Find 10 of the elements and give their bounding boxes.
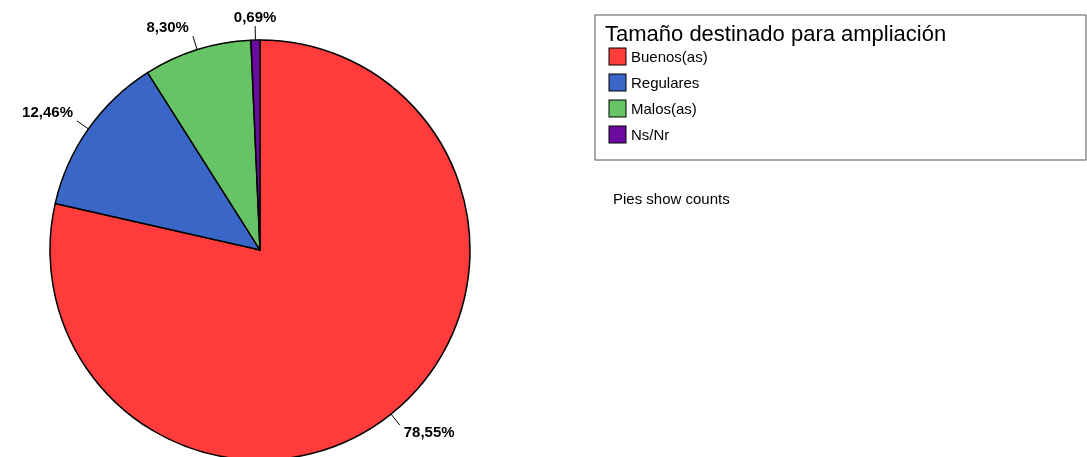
legend-label: Malos(as) [631, 100, 697, 117]
data-label: 78,55% [403, 423, 455, 441]
data-label: 8,30% [146, 18, 189, 36]
text: Pies show counts [613, 190, 730, 207]
legend-title: Tamaño destinado para ampliación [605, 21, 947, 46]
data-label: 0,69% [233, 8, 277, 26]
legend-label: Buenos(as) [631, 48, 708, 65]
legend-label: Regulares [631, 74, 700, 91]
legend-label: Ns/Nr [631, 126, 670, 143]
data-label: 12,46% [22, 102, 73, 120]
